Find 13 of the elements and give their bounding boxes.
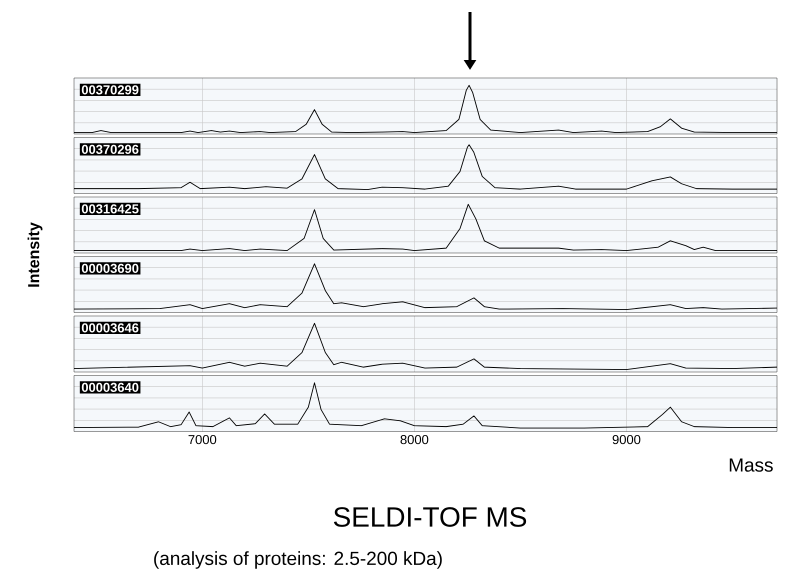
y-axis-title: Intensity [28, 222, 42, 287]
text: (analysis of proteins: 2.5-200 kDa) [154, 551, 442, 569]
text: 00316425 [82, 204, 139, 214]
x-axis-title: Mass [730, 458, 773, 472]
x-tick-label: 8000 [400, 435, 428, 444]
text: SELDI-TOF MS [334, 507, 526, 527]
text: 00003690 [82, 264, 138, 273]
text: 00003640 [82, 382, 138, 392]
x-tick-label: 9000 [612, 435, 640, 444]
x-tick-label: 7000 [188, 435, 216, 444]
text: 00370299 [82, 85, 138, 94]
text: 00003646 [82, 323, 138, 332]
text: 00370296 [82, 144, 138, 154]
